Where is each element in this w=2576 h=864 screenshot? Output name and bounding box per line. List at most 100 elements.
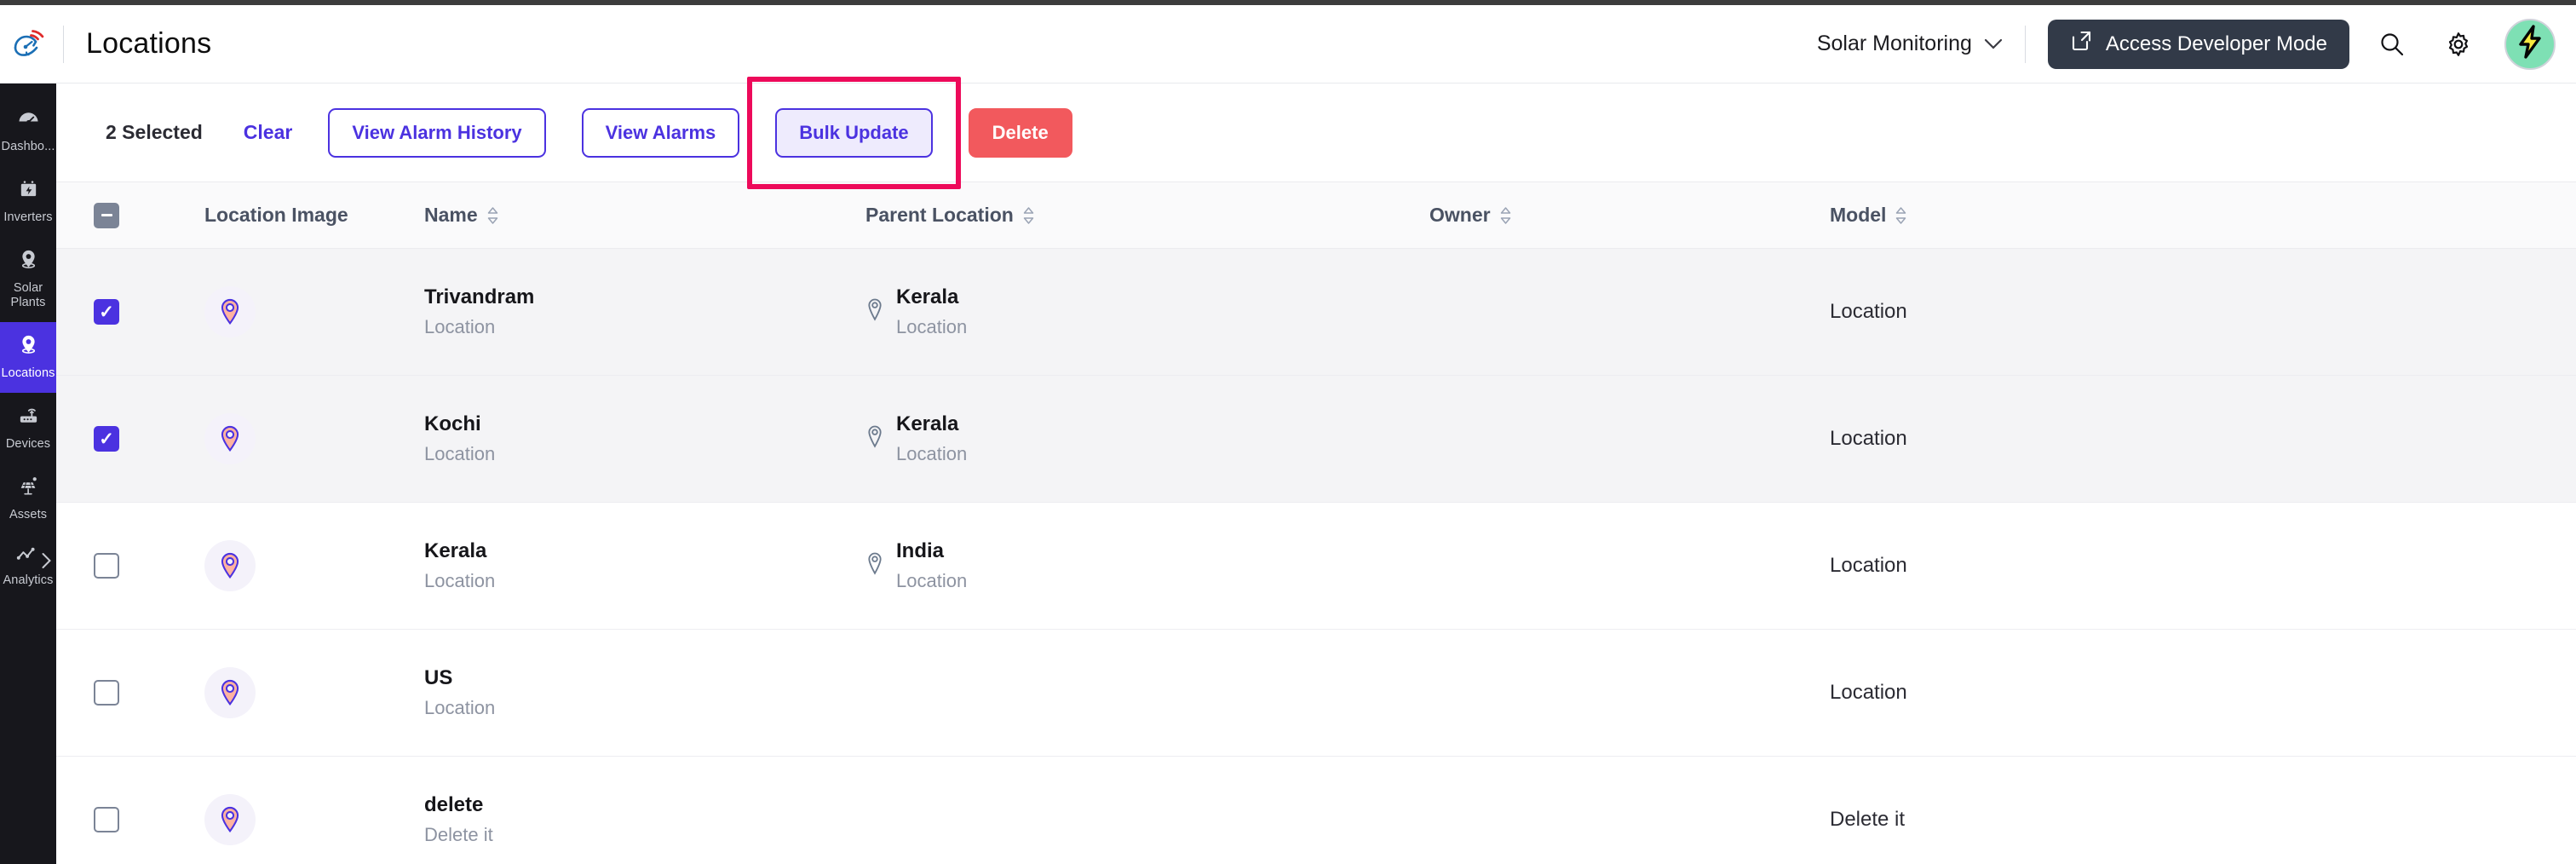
header-divider — [63, 25, 64, 63]
check-icon: ✓ — [99, 302, 114, 322]
selected-count: 2 Selected — [106, 121, 203, 143]
chevron-right-icon[interactable] — [41, 552, 52, 573]
row-checkbox[interactable] — [94, 553, 119, 579]
row-parent-name: Kerala — [896, 412, 959, 435]
header-actions: Solar Monitoring Access Developer Mode — [1817, 18, 2576, 70]
inverter-icon — [17, 177, 40, 204]
solar-plant-pin-icon — [17, 248, 40, 275]
row-select-cell: ✓ — [56, 426, 157, 452]
table-header-row: Location Image Name Parent Location — [56, 182, 2576, 249]
main-content: 2 Selected Clear View Alarm History View… — [56, 76, 2576, 864]
row-name: Kochi — [424, 412, 481, 435]
row-name-cell: Trivandram Location — [424, 285, 865, 340]
column-label: Parent Location — [865, 204, 1014, 226]
sidebar-item-label: Solar Plants — [10, 281, 46, 309]
app-header: Locations Solar Monitoring Access Devel — [0, 5, 2576, 84]
row-location-image-cell — [157, 540, 424, 591]
chevron-down-icon — [1984, 35, 2003, 53]
view-alarms-button[interactable]: View Alarms — [581, 107, 740, 158]
select-all-checkbox[interactable] — [94, 202, 119, 228]
row-name-cell: US Location — [424, 665, 865, 721]
row-model-cell: Location — [1826, 554, 2576, 578]
row-select-cell — [56, 680, 157, 706]
column-header-location-image: Location Image — [157, 204, 424, 227]
row-name-subtitle: Location — [424, 315, 496, 337]
bulk-update-button[interactable]: Bulk Update — [775, 107, 933, 158]
avatar[interactable] — [2504, 18, 2556, 70]
sidebar-item-devices[interactable]: Devices — [0, 393, 56, 464]
row-parent-subtitle: Location — [896, 442, 968, 464]
row-checkbox[interactable]: ✓ — [94, 299, 119, 325]
map-pin-icon — [865, 552, 884, 580]
row-model-cell: Location — [1826, 300, 2576, 324]
table-row[interactable]: ✓ Kochi Location — [56, 376, 2576, 503]
row-parent-subtitle: Location — [896, 569, 968, 591]
sort-icon[interactable] — [1895, 206, 1907, 225]
lightning-bolt-avatar-icon — [2511, 23, 2549, 65]
access-developer-mode-button[interactable]: Access Developer Mode — [2047, 19, 2349, 69]
sidebar-item-label: Assets — [9, 508, 48, 522]
table-row[interactable]: Kerala Location India Location — [56, 503, 2576, 630]
sidebar-item-dashboard[interactable]: Dashbo... — [0, 95, 56, 166]
location-pin-icon — [204, 413, 256, 464]
table-row[interactable]: delete Delete it Delete it — [56, 757, 2576, 864]
sidebar-item-solar-plants[interactable]: Solar Plants — [0, 237, 56, 321]
sidebar-item-label: Locations — [1, 366, 55, 380]
view-alarm-history-button[interactable]: View Alarm History — [328, 107, 546, 158]
row-name-subtitle: Location — [424, 696, 496, 718]
column-header-model[interactable]: Model — [1826, 204, 2576, 227]
sidebar-item-label: Dashbo... — [1, 140, 55, 153]
column-label: Location Image — [204, 204, 348, 226]
row-model-cell: Location — [1826, 427, 2576, 451]
row-location-image-cell — [157, 286, 424, 337]
column-header-owner[interactable]: Owner — [1429, 204, 1826, 227]
row-name-subtitle: Location — [424, 442, 496, 464]
router-icon — [17, 404, 40, 431]
map-pin-icon — [865, 298, 884, 326]
row-name: Trivandram — [424, 285, 535, 308]
gear-icon[interactable] — [2435, 20, 2482, 68]
workspace-selector[interactable]: Solar Monitoring — [1817, 32, 2003, 56]
sort-icon[interactable] — [1022, 206, 1035, 225]
workspace-label: Solar Monitoring — [1816, 32, 1972, 55]
column-header-parent-location[interactable]: Parent Location — [865, 204, 1429, 227]
row-parent-subtitle: Location — [896, 315, 968, 337]
row-parent-name: Kerala — [896, 285, 959, 308]
access-developer-mode-label: Access Developer Mode — [2105, 32, 2327, 55]
row-name-cell: Kochi Location — [424, 412, 865, 467]
sidebar-item-inverters[interactable]: Inverters — [0, 166, 56, 237]
clear-selection-button[interactable]: Clear — [243, 121, 293, 143]
column-header-name[interactable]: Name — [424, 204, 865, 227]
select-all-cell — [56, 202, 157, 228]
row-location-image-cell — [157, 794, 424, 845]
sidebar-item-assets[interactable]: Assets — [0, 464, 56, 534]
row-model: Delete it — [1830, 808, 1906, 831]
table-row[interactable]: US Location Location — [56, 630, 2576, 757]
delete-button[interactable]: Delete — [968, 107, 1072, 158]
row-model: Location — [1830, 300, 1907, 323]
row-parent-location-cell: Kerala Location — [865, 412, 1429, 467]
sort-icon[interactable] — [1499, 206, 1512, 225]
column-label: Owner — [1429, 204, 1491, 226]
sidebar: Dashbo... Inverters Solar — [0, 84, 56, 864]
check-icon: ✓ — [99, 429, 114, 449]
search-icon[interactable] — [2368, 20, 2416, 68]
row-name: US — [424, 665, 453, 689]
gauge-icon — [17, 107, 40, 134]
sidebar-item-analytics[interactable]: Analytics — [0, 535, 56, 600]
sort-icon[interactable] — [486, 206, 499, 225]
row-name-subtitle: Delete it — [424, 823, 493, 845]
brand-logo-icon[interactable] — [0, 26, 56, 63]
table-row[interactable]: ✓ Trivandram Location — [56, 249, 2576, 376]
row-checkbox[interactable]: ✓ — [94, 426, 119, 452]
row-checkbox[interactable] — [94, 680, 119, 706]
row-parent-location-cell: India Location — [865, 539, 1429, 594]
column-label: Model — [1830, 204, 1887, 226]
row-model: Location — [1830, 681, 1907, 704]
sidebar-item-locations[interactable]: Locations — [0, 321, 56, 394]
row-model-cell: Location — [1826, 681, 2576, 705]
window-top-strip — [0, 0, 2576, 5]
row-checkbox[interactable] — [94, 807, 119, 832]
bulk-action-toolbar: 2 Selected Clear View Alarm History View… — [56, 76, 2576, 189]
